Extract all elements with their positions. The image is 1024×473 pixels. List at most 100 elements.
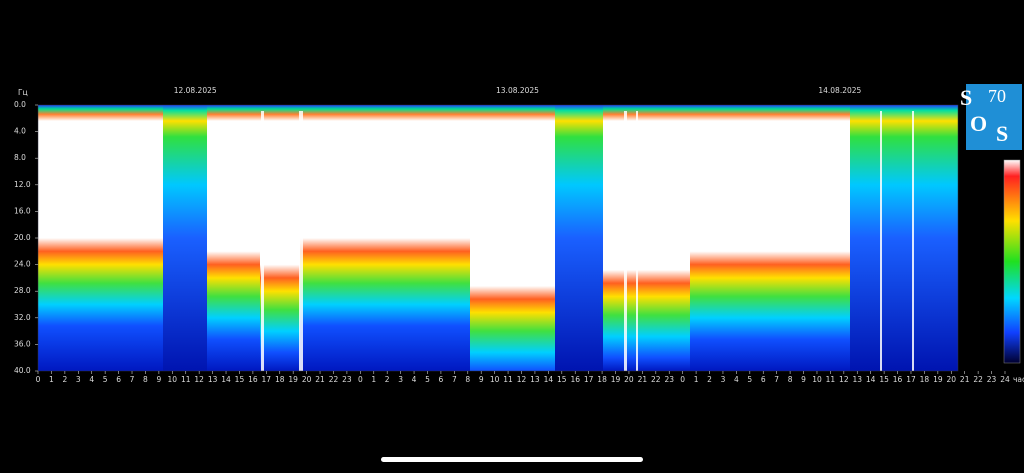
x-tick-label: 1 bbox=[371, 375, 376, 384]
x-tick-label: 6 bbox=[116, 375, 121, 384]
y-tick-label: 32.0 bbox=[14, 313, 31, 322]
x-tick-label: 6 bbox=[439, 375, 444, 384]
x-tick-label: 11 bbox=[181, 375, 191, 384]
x-tick-label: 18 bbox=[597, 375, 607, 384]
x-tick-label: 18 bbox=[920, 375, 930, 384]
x-tick-label: 16 bbox=[570, 375, 580, 384]
y-tick-label: 28.0 bbox=[14, 286, 31, 295]
x-tick-label: 19 bbox=[288, 375, 298, 384]
x-tick-label: 11 bbox=[503, 375, 513, 384]
x-tick-label: 7 bbox=[452, 375, 457, 384]
x-tick-label: 1 bbox=[49, 375, 54, 384]
x-tick-label: 14 bbox=[866, 375, 876, 384]
x-tick-label: 10 bbox=[812, 375, 822, 384]
y-tick-label: 12.0 bbox=[14, 180, 31, 189]
x-tick-label: 4 bbox=[734, 375, 739, 384]
spectrogram-segment bbox=[163, 105, 207, 371]
x-tick-label: 8 bbox=[143, 375, 148, 384]
logo-letter: S bbox=[996, 121, 1008, 146]
x-tick-label: 1 bbox=[694, 375, 699, 384]
x-tick-label: 9 bbox=[156, 375, 161, 384]
x-tick-label: 16 bbox=[248, 375, 258, 384]
x-tick-label: 13 bbox=[208, 375, 218, 384]
x-tick-label: 5 bbox=[425, 375, 430, 384]
x-tick-label: 11 bbox=[826, 375, 836, 384]
x-tick-label: 22 bbox=[973, 375, 983, 384]
date-label: 12.08.2025 bbox=[174, 86, 217, 95]
date-label: 13.08.2025 bbox=[496, 86, 539, 95]
x-tick-label: 6 bbox=[761, 375, 766, 384]
x-tick-label: 9 bbox=[801, 375, 806, 384]
x-tick-label: 8 bbox=[465, 375, 470, 384]
color-bar bbox=[1003, 159, 1021, 364]
x-tick-label: 22 bbox=[651, 375, 661, 384]
x-tick-label: 20 bbox=[624, 375, 634, 384]
x-tick-label: 21 bbox=[960, 375, 970, 384]
x-tick-label: 7 bbox=[774, 375, 779, 384]
x-tick-label: 16 bbox=[893, 375, 903, 384]
x-tick-label: 3 bbox=[398, 375, 403, 384]
x-tick-label: 23 bbox=[664, 375, 674, 384]
x-tick-label: 17 bbox=[262, 375, 272, 384]
x-tick-label: 24 bbox=[1000, 375, 1010, 384]
x-tick-label: 0 bbox=[36, 375, 41, 384]
x-tick-label: 15 bbox=[557, 375, 567, 384]
x-tick-label: 0 bbox=[680, 375, 685, 384]
spectrogram-segment bbox=[603, 105, 690, 371]
x-tick-label: 5 bbox=[747, 375, 752, 384]
x-tick-label: 20 bbox=[302, 375, 312, 384]
x-tick-label: 12 bbox=[839, 375, 849, 384]
x-tick-label: 17 bbox=[906, 375, 916, 384]
x-tick-label: 13 bbox=[530, 375, 540, 384]
x-tick-label: 17 bbox=[584, 375, 594, 384]
x-tick-label: 2 bbox=[62, 375, 67, 384]
y-tick-label: 16.0 bbox=[14, 206, 31, 215]
x-tick-label: 21 bbox=[638, 375, 648, 384]
x-tick-label: 23 bbox=[342, 375, 352, 384]
spectrogram-streak bbox=[299, 111, 303, 371]
spectrogram-segment bbox=[850, 105, 958, 371]
spectrogram-segment bbox=[555, 105, 603, 371]
spectrogram bbox=[38, 105, 958, 371]
x-tick-label: 2 bbox=[707, 375, 712, 384]
x-tick-label: 2 bbox=[385, 375, 390, 384]
x-tick-label: 4 bbox=[412, 375, 417, 384]
spectrogram-streak bbox=[261, 111, 264, 371]
spectrogram-segment bbox=[470, 105, 555, 371]
x-tick-label: 22 bbox=[329, 375, 339, 384]
date-label: 14.08.2025 bbox=[818, 86, 861, 95]
spectrogram-segment bbox=[300, 105, 470, 371]
x-tick-label: 14 bbox=[221, 375, 231, 384]
logo-box bbox=[966, 84, 1022, 150]
y-axis-label: Гц bbox=[18, 88, 28, 97]
spectrogram-streak bbox=[880, 111, 882, 371]
x-axis-label: час bbox=[1013, 375, 1024, 384]
x-tick-label: 3 bbox=[76, 375, 81, 384]
x-tick-label: 0 bbox=[358, 375, 363, 384]
y-tick-label: 20.0 bbox=[14, 233, 31, 242]
x-tick-label: 12 bbox=[517, 375, 527, 384]
x-tick-label: 18 bbox=[275, 375, 285, 384]
x-tick-label: 9 bbox=[479, 375, 484, 384]
x-tick-label: 15 bbox=[879, 375, 889, 384]
spectrogram-segment bbox=[207, 105, 260, 371]
x-tick-label: 19 bbox=[611, 375, 621, 384]
logo-number: 70 bbox=[988, 86, 1006, 106]
y-tick-label: 24.0 bbox=[14, 260, 31, 269]
x-tick-label: 7 bbox=[130, 375, 135, 384]
x-tick-label: 13 bbox=[852, 375, 862, 384]
logo-letter: O bbox=[970, 111, 987, 136]
logo-letter: S bbox=[960, 85, 972, 110]
x-tick-label: 10 bbox=[490, 375, 500, 384]
spectrogram-streak bbox=[636, 111, 638, 371]
spectrogram-streak bbox=[912, 111, 914, 371]
y-tick-label: 40.0 bbox=[14, 366, 31, 375]
x-tick-label: 20 bbox=[947, 375, 957, 384]
y-tick-label: 36.0 bbox=[14, 339, 31, 348]
spectrogram-streak bbox=[624, 111, 627, 371]
x-tick-label: 3 bbox=[721, 375, 726, 384]
x-tick-label: 14 bbox=[544, 375, 554, 384]
y-tick-label: 0.0 bbox=[14, 100, 26, 109]
x-tick-label: 19 bbox=[933, 375, 943, 384]
